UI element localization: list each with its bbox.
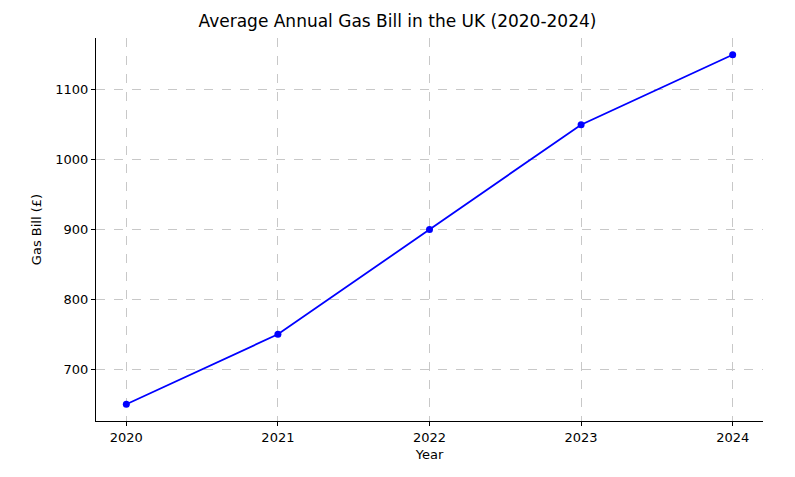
svg-text:900: 900 [64,222,89,237]
svg-text:2020: 2020 [110,430,143,445]
svg-text:2022: 2022 [413,430,446,445]
svg-text:2024: 2024 [716,430,749,445]
svg-text:Year: Year [415,447,444,462]
svg-text:1000: 1000 [55,152,88,167]
svg-text:2021: 2021 [261,430,294,445]
svg-text:800: 800 [64,292,89,307]
svg-text:700: 700 [64,362,89,377]
svg-text:2023: 2023 [565,430,598,445]
svg-text:Gas Bill (£): Gas Bill (£) [29,194,44,265]
svg-text:Average Annual Gas Bill in the: Average Annual Gas Bill in the UK (2020-… [199,11,597,31]
svg-text:1100: 1100 [55,82,88,97]
